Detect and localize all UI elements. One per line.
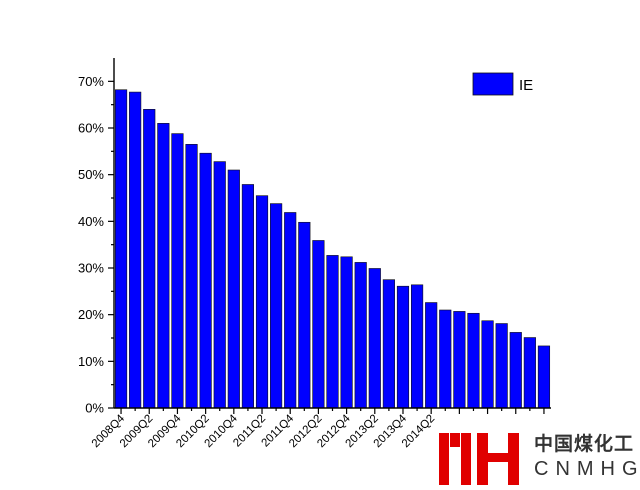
bar-2011Q3 bbox=[270, 203, 283, 409]
y-tick-label: 60% bbox=[78, 121, 104, 136]
bar-2010Q3 bbox=[213, 161, 226, 409]
y-tick-label: 30% bbox=[78, 261, 104, 276]
bars-group bbox=[114, 89, 551, 409]
bar-2015Q1 bbox=[467, 312, 480, 409]
bar-2016Q2 bbox=[537, 345, 551, 409]
bar-2012Q1 bbox=[298, 221, 311, 409]
bar-2014Q2 bbox=[425, 302, 438, 409]
bar-2008Q4 bbox=[114, 89, 128, 409]
logo-stroke bbox=[439, 433, 449, 485]
logo-stroke bbox=[450, 433, 460, 447]
bar-2015Q2 bbox=[481, 320, 494, 409]
bar-2009Q4 bbox=[171, 133, 184, 409]
bar-2009Q1 bbox=[129, 91, 142, 409]
y-tick-label: 0% bbox=[85, 401, 104, 416]
bar-2009Q2 bbox=[143, 109, 156, 409]
bar-2012Q3 bbox=[326, 255, 339, 409]
bar-2011Q1 bbox=[241, 184, 254, 409]
bar-2014Q4 bbox=[453, 311, 466, 409]
logo-stroke bbox=[461, 433, 471, 485]
bar-2011Q2 bbox=[255, 195, 269, 409]
bar-2013Q1 bbox=[354, 262, 367, 409]
bar-2016Q1 bbox=[523, 337, 536, 409]
bar-2015Q4 bbox=[509, 332, 522, 409]
legend-label-ie: IE bbox=[519, 77, 533, 94]
y-tick-label: 40% bbox=[78, 214, 104, 229]
watermark: 中国煤化工 CNMHG bbox=[437, 425, 640, 487]
bar-2015Q3 bbox=[495, 323, 508, 409]
y-tick-label: 10% bbox=[78, 354, 104, 369]
bar-2014Q3 bbox=[439, 309, 452, 409]
bar-2010Q2 bbox=[199, 152, 212, 409]
watermark-logo bbox=[439, 433, 519, 485]
logo-stroke bbox=[488, 453, 508, 462]
watermark-english-text: CNMHG bbox=[534, 458, 640, 480]
legend: IE bbox=[472, 72, 533, 96]
bar-2012Q2 bbox=[312, 240, 325, 409]
bar-2010Q4 bbox=[227, 169, 240, 409]
bar-2013Q2 bbox=[368, 268, 381, 409]
bar-2011Q4 bbox=[284, 212, 297, 409]
bar-2013Q3 bbox=[382, 279, 395, 409]
y-tick-label: 20% bbox=[78, 307, 104, 322]
y-axis-ticks: 0% 10% 20% 30% 40% 50% 60% 70% bbox=[78, 74, 114, 416]
legend-swatch-ie bbox=[472, 72, 514, 96]
logo-stroke bbox=[477, 433, 488, 485]
bar-2012Q4 bbox=[340, 256, 353, 409]
bar-2009Q3 bbox=[157, 123, 170, 409]
y-tick-label: 70% bbox=[78, 74, 104, 89]
bar-2014Q1 bbox=[410, 284, 424, 409]
watermark-chinese-text: 中国煤化工 bbox=[534, 433, 635, 455]
y-tick-label: 50% bbox=[78, 167, 104, 182]
bar-2013Q4 bbox=[396, 285, 410, 409]
logo-stroke bbox=[508, 433, 519, 485]
bar-2010Q1 bbox=[185, 144, 198, 409]
